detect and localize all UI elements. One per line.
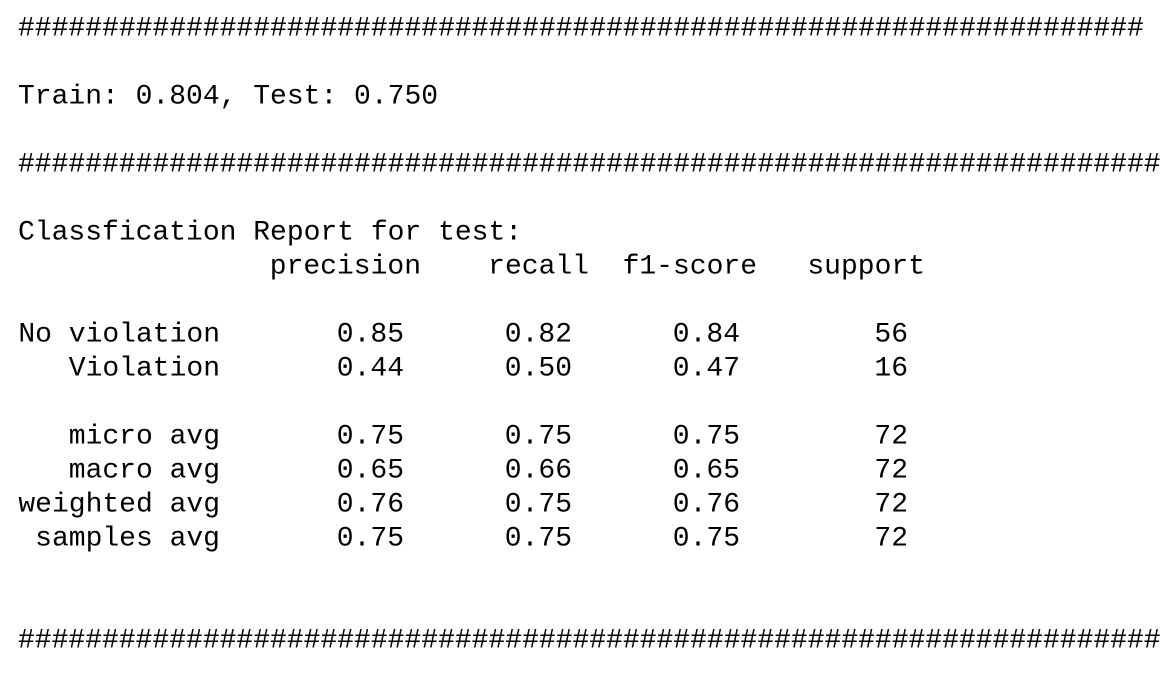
column-header: precision [270, 251, 421, 282]
row-label: samples avg [35, 523, 220, 554]
score-line: Train: 0.804, Test: 0.750 [18, 81, 438, 112]
cell: 0.50 [505, 353, 572, 384]
row-label: No violation [18, 319, 220, 350]
column-header: recall [488, 251, 589, 282]
cell: 0.75 [505, 523, 572, 554]
row-label: macro avg [69, 455, 220, 486]
row-label: Violation [69, 353, 220, 384]
separator: ########################################… [18, 13, 1144, 44]
column-header: f1-score [623, 251, 757, 282]
separator: ########################################… [18, 149, 1161, 180]
cell: 0.75 [505, 489, 572, 520]
cell: 0.75 [337, 421, 404, 452]
cell: 72 [874, 489, 908, 520]
cell: 0.44 [337, 353, 404, 384]
row-label: micro avg [69, 421, 220, 452]
cell: 0.47 [673, 353, 740, 384]
cell: 72 [874, 421, 908, 452]
column-header: support [807, 251, 925, 282]
cell: 0.76 [673, 489, 740, 520]
cell: 0.76 [337, 489, 404, 520]
cell: 16 [874, 353, 908, 384]
cell: 0.75 [505, 421, 572, 452]
cell: 0.65 [337, 455, 404, 486]
row-label: weighted avg [18, 489, 220, 520]
report-title: Classfication Report for test: [18, 217, 522, 248]
cell: 0.84 [673, 319, 740, 350]
cell: 0.82 [505, 319, 572, 350]
cell: 56 [874, 319, 908, 350]
cell: 72 [874, 455, 908, 486]
cell: 0.75 [673, 421, 740, 452]
cell: 0.66 [505, 455, 572, 486]
cell: 0.85 [337, 319, 404, 350]
cell: 0.75 [673, 523, 740, 554]
cell: 0.65 [673, 455, 740, 486]
separator: ########################################… [18, 625, 1161, 656]
cell: 72 [874, 523, 908, 554]
cell: 0.75 [337, 523, 404, 554]
